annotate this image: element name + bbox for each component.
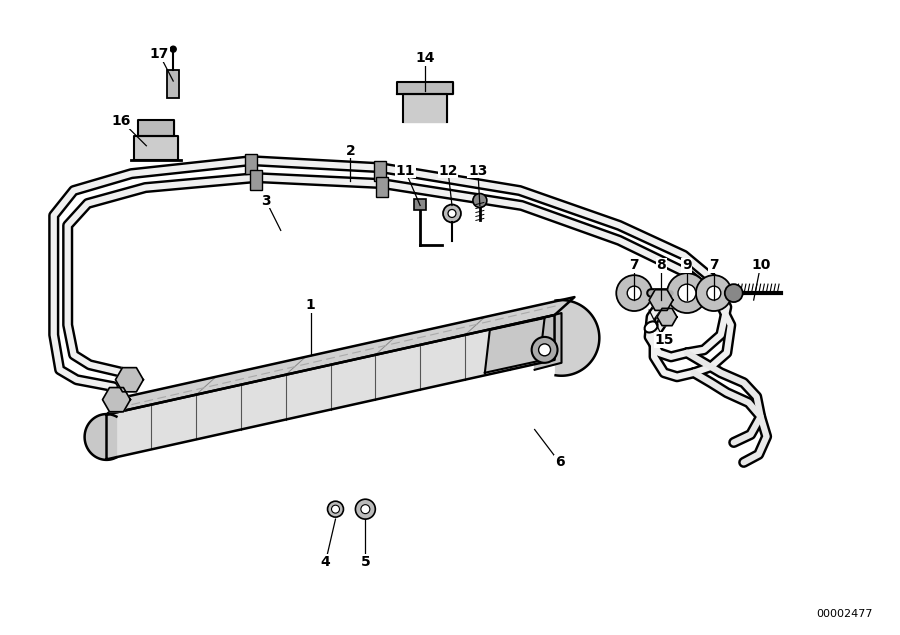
- Polygon shape: [397, 82, 453, 94]
- Circle shape: [667, 273, 706, 313]
- Bar: [167, 70, 179, 98]
- Polygon shape: [103, 387, 130, 411]
- Circle shape: [532, 337, 557, 363]
- Polygon shape: [106, 315, 554, 459]
- Polygon shape: [555, 300, 599, 376]
- Text: 7: 7: [629, 258, 639, 272]
- Text: 8: 8: [656, 258, 666, 272]
- Bar: [374, 161, 386, 180]
- Bar: [376, 177, 388, 196]
- Circle shape: [678, 284, 696, 302]
- Circle shape: [616, 275, 652, 311]
- Text: 12: 12: [438, 164, 458, 178]
- Circle shape: [448, 210, 456, 217]
- Polygon shape: [139, 120, 175, 136]
- Text: 2: 2: [346, 144, 356, 157]
- Polygon shape: [134, 136, 178, 159]
- Text: 00002477: 00002477: [816, 609, 873, 618]
- Polygon shape: [657, 309, 677, 326]
- Circle shape: [538, 344, 551, 356]
- Text: 7: 7: [709, 258, 719, 272]
- Polygon shape: [85, 414, 116, 460]
- Circle shape: [706, 286, 721, 300]
- Circle shape: [724, 284, 742, 302]
- Text: 9: 9: [682, 258, 692, 272]
- Text: 4: 4: [320, 555, 330, 569]
- Ellipse shape: [644, 321, 658, 333]
- Polygon shape: [649, 290, 673, 311]
- Polygon shape: [403, 94, 447, 122]
- Circle shape: [328, 501, 344, 517]
- Text: 15: 15: [654, 333, 674, 347]
- Circle shape: [443, 204, 461, 222]
- Bar: [414, 199, 426, 210]
- Circle shape: [331, 505, 339, 513]
- Circle shape: [627, 286, 641, 300]
- Text: 17: 17: [149, 47, 169, 61]
- Bar: [245, 154, 256, 173]
- Circle shape: [170, 46, 176, 52]
- Polygon shape: [106, 297, 574, 415]
- Text: 16: 16: [112, 114, 131, 128]
- Text: 11: 11: [395, 164, 415, 178]
- Text: 5: 5: [361, 555, 370, 569]
- Circle shape: [356, 499, 375, 519]
- Circle shape: [361, 505, 370, 514]
- Text: 14: 14: [416, 51, 435, 65]
- Text: 1: 1: [306, 298, 316, 312]
- Polygon shape: [115, 368, 143, 392]
- Text: 3: 3: [261, 194, 271, 208]
- Circle shape: [696, 275, 732, 311]
- Text: 10: 10: [751, 258, 770, 272]
- Circle shape: [472, 194, 487, 208]
- Bar: [250, 170, 262, 190]
- Text: 6: 6: [554, 455, 564, 469]
- Polygon shape: [485, 318, 544, 373]
- Text: 13: 13: [468, 164, 488, 178]
- Polygon shape: [535, 313, 562, 370]
